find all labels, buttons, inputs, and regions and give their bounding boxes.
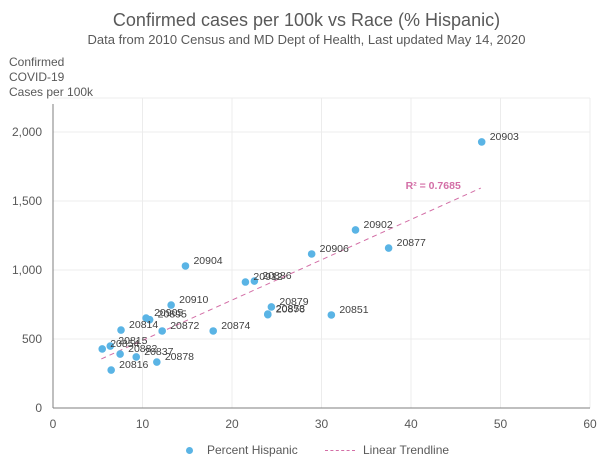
y-tick-label: 500 bbox=[22, 332, 42, 346]
data-point-label: 20854 bbox=[110, 338, 139, 350]
data-point bbox=[116, 350, 124, 358]
data-point-label: 20910 bbox=[179, 294, 208, 306]
data-point bbox=[267, 303, 276, 311]
y-tick-label: 1,000 bbox=[12, 263, 42, 277]
data-point bbox=[241, 278, 250, 286]
data-point bbox=[250, 277, 259, 285]
x-tick-label: 60 bbox=[583, 417, 597, 431]
data-point-label: 20874 bbox=[221, 320, 250, 332]
data-point-label: 20851 bbox=[339, 304, 368, 316]
data-point bbox=[181, 262, 190, 270]
data-point bbox=[167, 301, 175, 309]
data-point-label: 20816 bbox=[119, 359, 148, 371]
data-point-label: 20837 bbox=[144, 346, 173, 358]
r-squared-label: R² = 0.7685 bbox=[406, 180, 461, 192]
y-tick-label: 0 bbox=[35, 401, 42, 415]
data-point bbox=[351, 226, 360, 234]
data-point bbox=[264, 310, 272, 319]
data-point-label: 20853 bbox=[276, 303, 305, 315]
data-point-label: 20886 bbox=[262, 270, 291, 282]
data-point bbox=[106, 342, 115, 350]
y-axis-label-line: Cases per 100k bbox=[9, 85, 94, 99]
data-point-label: 20882 bbox=[128, 343, 157, 355]
x-tick-label: 30 bbox=[315, 417, 329, 431]
data-point bbox=[153, 358, 161, 366]
x-tick-label: 40 bbox=[404, 417, 418, 431]
data-point-label: 20902 bbox=[364, 219, 393, 231]
data-point bbox=[145, 315, 154, 324]
data-point bbox=[158, 327, 166, 335]
data-point bbox=[327, 311, 336, 319]
y-axis-label-line: Confirmed bbox=[9, 55, 65, 69]
data-point-label: 20878 bbox=[165, 351, 194, 363]
y-axis-label: Confirmed COVID-19 Cases per 100k bbox=[9, 55, 119, 100]
data-point bbox=[132, 353, 141, 361]
legend-item-percent-hispanic[interactable]: Percent Hispanic bbox=[186, 443, 298, 457]
data-point-label: 20879 bbox=[279, 296, 308, 308]
gridlines bbox=[53, 97, 591, 408]
data-point-label: 20872 bbox=[170, 320, 199, 332]
data-points bbox=[98, 138, 486, 374]
chart-subtitle: Data from 2010 Census and MD Dept of Hea… bbox=[87, 32, 526, 47]
y-axis-label-line: COVID-19 bbox=[9, 70, 65, 84]
x-tick-label: 50 bbox=[494, 417, 508, 431]
data-point-label: 20815 bbox=[118, 335, 147, 347]
data-point-label: 20876 bbox=[276, 304, 305, 316]
trendline bbox=[101, 187, 482, 360]
legend-label: Linear Trendline bbox=[363, 443, 450, 457]
data-point bbox=[107, 366, 115, 374]
legend-item-linear-trendline[interactable]: Linear Trendline bbox=[325, 443, 449, 457]
trendline-group: R² = 0.7685 bbox=[101, 180, 482, 360]
legend-dash-icon bbox=[325, 449, 355, 451]
x-tick-label: 0 bbox=[50, 417, 57, 431]
axes bbox=[52, 104, 590, 409]
legend-dot-icon bbox=[186, 446, 193, 454]
data-point-label: 20905 bbox=[154, 307, 183, 319]
data-point-label: 20904 bbox=[193, 255, 222, 267]
tick-labels: 0 10 20 30 40 50 60 0 500 1,000 1,500 2,000 bbox=[12, 125, 597, 431]
chart-title: Confirmed cases per 100k vs Race (% Hisp… bbox=[112, 10, 501, 30]
data-point bbox=[209, 327, 218, 335]
data-point-label: 20814 bbox=[129, 319, 158, 331]
data-point-label: 20895 bbox=[158, 309, 187, 321]
data-point bbox=[307, 250, 316, 258]
data-point-label: 20906 bbox=[320, 243, 349, 255]
data-point bbox=[117, 326, 125, 334]
y-tick-label: 2,000 bbox=[12, 125, 42, 139]
x-tick-label: 20 bbox=[225, 417, 239, 431]
data-point-label: 20903 bbox=[490, 131, 519, 143]
data-point bbox=[98, 345, 107, 353]
data-point-label: 20912 bbox=[253, 271, 282, 283]
data-point-label: 20877 bbox=[397, 237, 426, 249]
data-point bbox=[477, 138, 486, 146]
x-tick-label: 10 bbox=[136, 417, 150, 431]
data-point bbox=[384, 244, 393, 252]
y-tick-label: 1,500 bbox=[12, 194, 42, 208]
legend-label: Percent Hispanic bbox=[207, 443, 298, 457]
